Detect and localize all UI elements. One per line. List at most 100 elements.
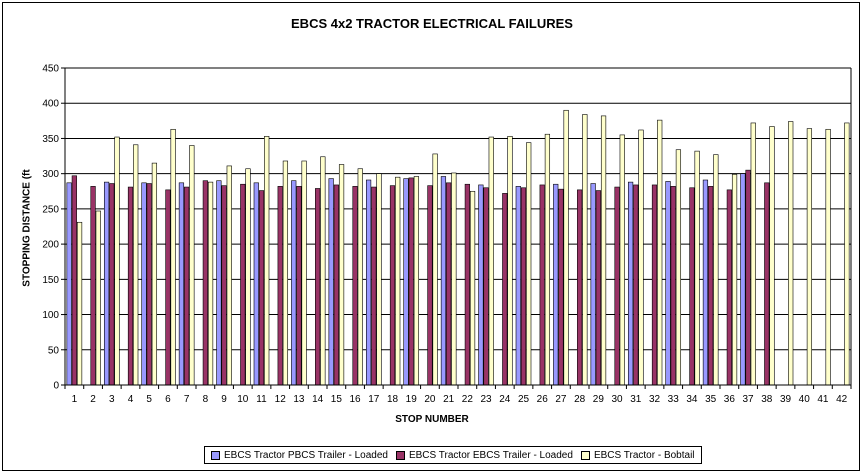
bar-series-3-stop-38 [769, 126, 775, 386]
bar-series-3-stop-20 [432, 153, 438, 386]
x-tick-label: 42 [836, 394, 848, 405]
bar-series-2-stop-36 [726, 189, 732, 386]
bar-series-3-stop-12 [282, 160, 289, 386]
bar-series-2-stop-37 [745, 169, 751, 386]
bar-series-1-stop-37 [740, 173, 746, 386]
bar-series-2-stop-27 [558, 188, 564, 386]
bar-series-2-stop-9 [221, 185, 227, 386]
bar-series-2-stop-31 [633, 184, 639, 386]
bar-series-3-stop-33 [675, 149, 682, 386]
y-tick-label: 100 [42, 310, 59, 321]
x-tick-label: 40 [799, 394, 811, 405]
bar-series-3-stop-11 [264, 136, 270, 386]
x-tick-label: 24 [499, 394, 511, 405]
legend-item-3: EBCS Tractor - Bobtail [580, 450, 695, 461]
bar-series-2-stop-32 [651, 184, 658, 386]
bar-series-2-stop-18 [389, 185, 396, 386]
bar-series-2-stop-21 [446, 182, 452, 386]
plot-area [65, 68, 851, 385]
chart-title: EBCS 4x2 TRACTOR ELECTRICAL FAILURES [291, 16, 573, 31]
bar-series-3-stop-3 [114, 136, 120, 386]
bar-series-2-stop-24 [502, 193, 508, 386]
y-tick-label: 150 [42, 275, 59, 286]
bar-series-3-stop-8 [207, 181, 214, 386]
bar-series-1-stop-15 [328, 178, 334, 386]
bar-series-3-stop-41 [825, 128, 831, 386]
bar-series-3-stop-22 [469, 190, 476, 386]
bar-series-1-stop-23 [478, 184, 484, 386]
x-tick-label: 38 [761, 394, 773, 405]
legend-label: EBCS Tractor PBCS Trailer - Loaded [224, 449, 388, 461]
bar-series-3-stop-29 [600, 115, 607, 386]
bar-series-1-stop-29 [590, 183, 596, 386]
bar-series-3-stop-30 [619, 134, 625, 386]
y-tick-label: 0 [53, 381, 59, 392]
bar-series-1-stop-19 [403, 178, 409, 386]
bar-series-3-stop-6 [170, 128, 176, 386]
x-tick-label: 15 [331, 394, 343, 405]
bar-series-2-stop-6 [165, 189, 171, 386]
bar-series-1-stop-33 [665, 181, 671, 386]
bar-series-2-stop-8 [202, 180, 208, 386]
y-tick-label: 400 [42, 99, 59, 110]
bar-series-2-stop-20 [427, 185, 433, 386]
bar-series-3-stop-42 [844, 122, 850, 386]
bar-series-2-stop-1 [71, 175, 77, 386]
bar-series-1-stop-11 [253, 182, 259, 386]
bar-series-3-stop-35 [713, 154, 719, 386]
bar-series-2-stop-15 [333, 184, 339, 386]
bar-series-1-stop-5 [141, 182, 147, 386]
x-tick-label: 26 [537, 394, 549, 405]
bar-series-3-stop-16 [357, 168, 363, 386]
x-tick-label: 7 [184, 394, 190, 405]
bar-series-2-stop-17 [371, 186, 377, 386]
bar-series-3-stop-32 [657, 119, 663, 386]
bar-series-1-stop-17 [365, 179, 372, 386]
x-tick-label: 18 [387, 394, 399, 405]
x-tick-label: 36 [724, 394, 736, 405]
x-tick-label: 13 [293, 394, 305, 405]
x-tick-label: 41 [817, 394, 829, 405]
bar-series-3-stop-23 [488, 136, 494, 386]
y-tick-label: 300 [42, 169, 59, 180]
bar-series-2-stop-7 [184, 186, 190, 386]
bar-series-3-stop-15 [338, 164, 345, 386]
bar-series-2-stop-19 [408, 177, 414, 386]
bar-series-3-stop-28 [582, 114, 588, 386]
x-tick-label: 31 [630, 394, 642, 405]
bar-series-3-stop-21 [451, 172, 457, 386]
x-tick-label: 6 [165, 394, 171, 405]
x-tick-label: 25 [518, 394, 530, 405]
bar-series-2-stop-34 [689, 187, 695, 386]
bar-series-3-stop-10 [245, 168, 251, 386]
x-tick-label: 5 [146, 394, 152, 405]
x-tick-label: 9 [221, 394, 227, 405]
bar-series-1-stop-31 [627, 181, 634, 386]
bar-series-1-stop-13 [291, 180, 297, 386]
x-tick-label: 12 [275, 394, 287, 405]
x-tick-label: 37 [743, 394, 755, 405]
bar-series-1-stop-3 [103, 181, 110, 386]
x-tick-label: 35 [705, 394, 717, 405]
x-tick-label: 30 [612, 394, 624, 405]
bar-series-1-stop-1 [66, 182, 72, 386]
y-tick-label: 350 [42, 134, 59, 145]
x-tick-label: 3 [109, 394, 115, 405]
bar-series-3-stop-19 [413, 176, 420, 386]
x-tick-label: 16 [350, 394, 362, 405]
x-tick-label: 17 [368, 394, 380, 405]
legend-item-1: EBCS Tractor PBCS Trailer - Loaded [211, 450, 388, 461]
x-tick-label: 14 [312, 394, 324, 405]
bar-series-2-stop-13 [296, 186, 302, 386]
legend-label: EBCS Tractor EBCS Trailer - Loaded [408, 449, 573, 461]
legend-swatch [211, 450, 220, 460]
x-tick-label: 21 [443, 394, 455, 405]
bar-series-3-stop-39 [788, 121, 794, 386]
bar-series-3-stop-26 [544, 133, 551, 386]
bar-series-3-stop-31 [638, 129, 644, 386]
x-axis-label: STOP NUMBER [395, 414, 469, 425]
bar-series-2-stop-25 [520, 187, 527, 386]
bar-series-3-stop-7 [189, 145, 195, 386]
bar-series-1-stop-9 [216, 180, 222, 386]
